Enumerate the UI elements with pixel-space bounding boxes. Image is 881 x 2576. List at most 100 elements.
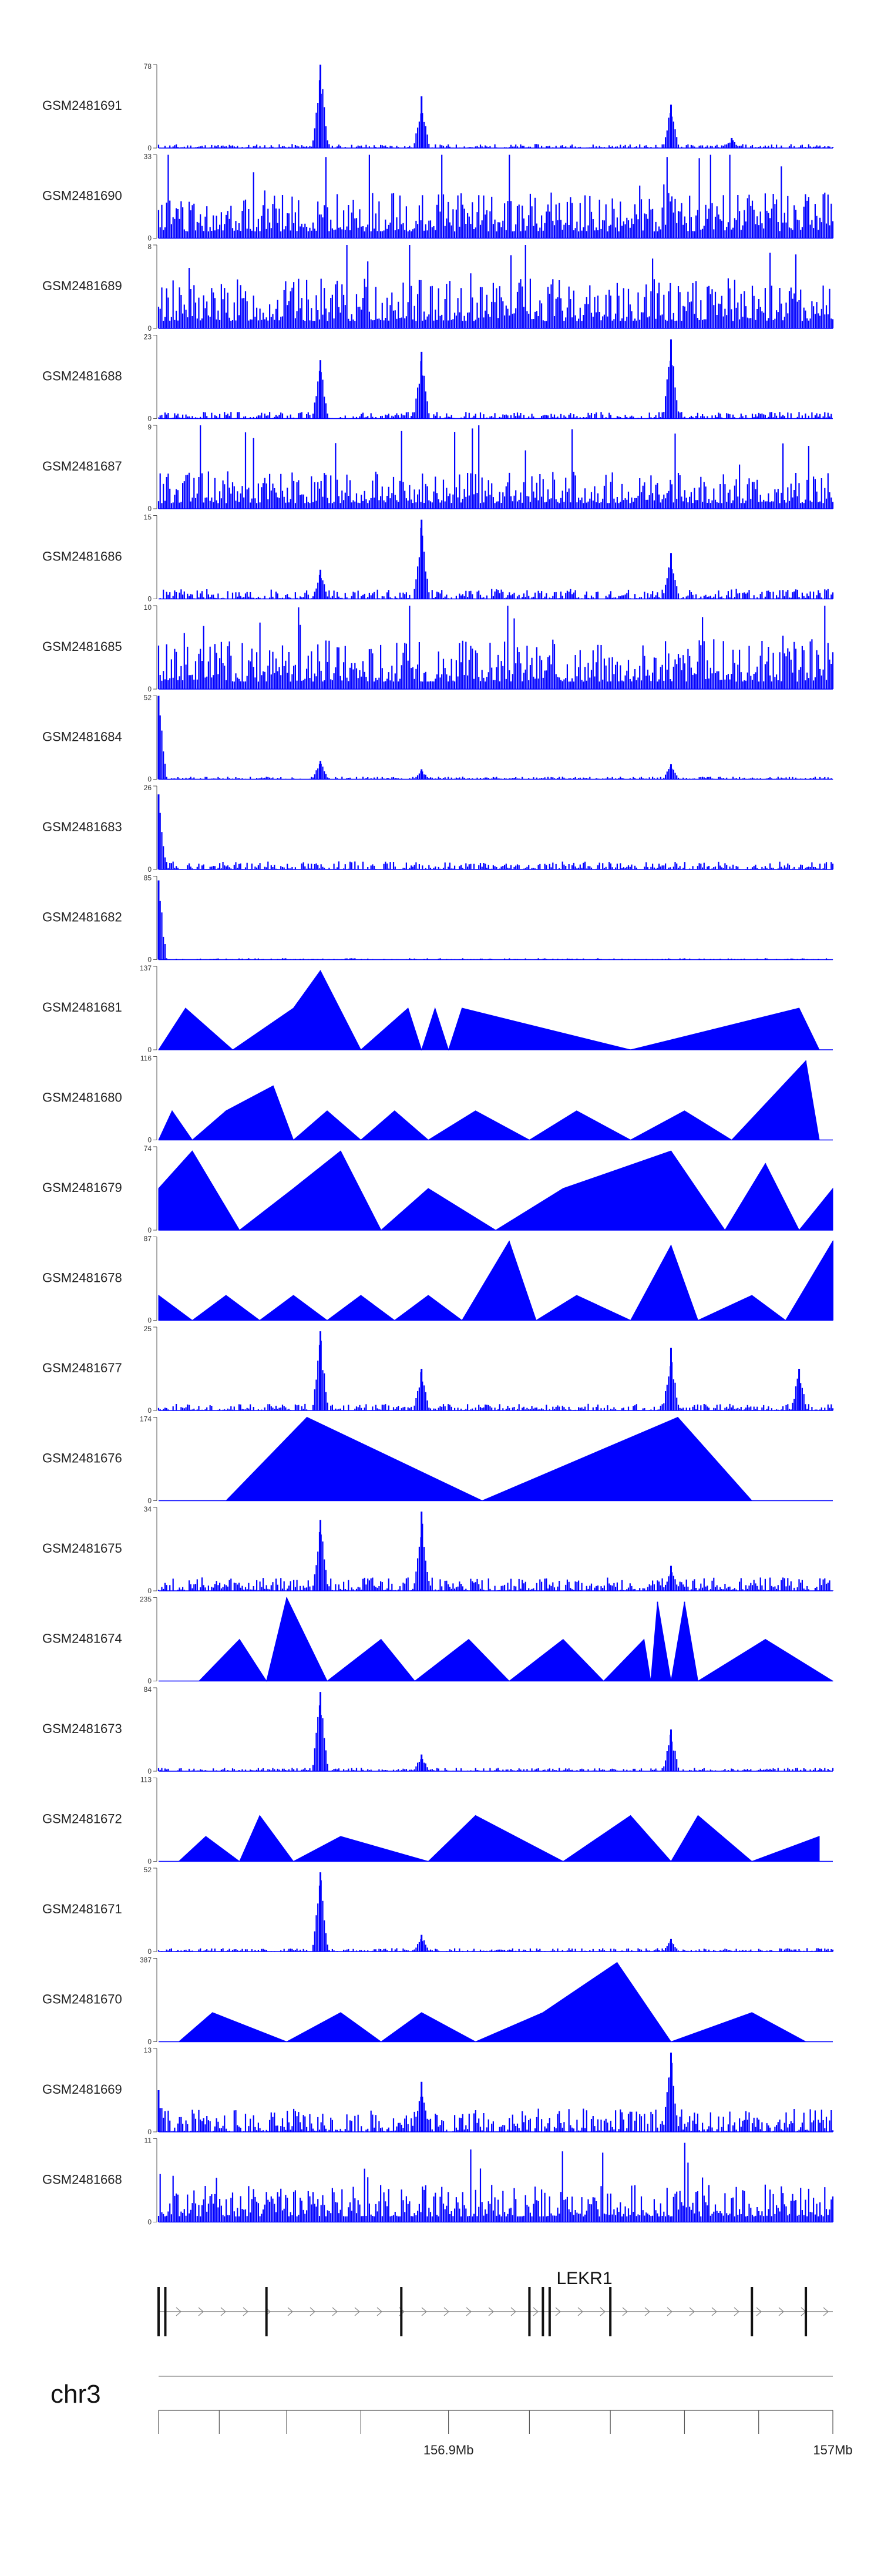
track-label: GSM2481686	[42, 549, 122, 564]
track-label: GSM2481690	[42, 189, 122, 203]
track-label: GSM2481679	[42, 1180, 122, 1195]
track-signal	[157, 893, 834, 960]
track-signal	[157, 1705, 834, 1771]
strand-arrow	[689, 2307, 695, 2316]
strand-arrow	[443, 2307, 449, 2316]
track-ymin-label: 0	[147, 505, 152, 513]
track-label: GSM2481684	[42, 730, 122, 744]
gene-exon	[164, 2287, 167, 2336]
track-ymax-label: 74	[144, 1144, 152, 1153]
strand-arrow	[198, 2307, 204, 2316]
track-signal	[157, 1341, 834, 1410]
track-ymin-label: 0	[147, 1587, 152, 1595]
track-signal	[158, 1060, 820, 1141]
axis-tick-label: 157Mb	[813, 2443, 852, 2457]
track-label: GSM2481680	[42, 1090, 122, 1105]
track-signal	[157, 2142, 834, 2222]
track-ymax-label: 25	[144, 1325, 152, 1333]
strand-arrow	[644, 2307, 650, 2316]
track-label: GSM2481682	[42, 910, 122, 925]
track-ymin-label: 0	[147, 2218, 152, 2226]
strand-arrow	[488, 2307, 494, 2316]
track-signal	[157, 361, 832, 419]
track-signal	[178, 1815, 820, 1862]
track-ymin-label: 0	[147, 956, 152, 964]
strand-arrow	[332, 2307, 338, 2316]
track-signal	[157, 1523, 834, 1591]
track-ymax-label: 87	[144, 1235, 152, 1243]
track-ymax-label: 84	[144, 1685, 152, 1694]
track-label: GSM2481678	[42, 1271, 122, 1285]
track-signal	[157, 528, 834, 599]
track-signal	[157, 802, 834, 869]
track-label: GSM2481672	[42, 1812, 122, 1826]
gene-exon	[548, 2287, 551, 2336]
strand-arrow	[466, 2307, 472, 2316]
track-label: GSM2481689	[42, 278, 122, 293]
strand-arrow	[667, 2307, 672, 2316]
track-label: GSM2481675	[42, 1541, 122, 1556]
strand-arrow	[622, 2307, 628, 2316]
track-ymax-label: 85	[144, 874, 152, 882]
track-signal	[157, 2063, 834, 2132]
strand-arrow	[220, 2307, 226, 2316]
track-ymin-label: 0	[147, 685, 152, 693]
track-ymin-label: 0	[147, 234, 152, 243]
chromosome-label: chr3	[51, 2380, 101, 2409]
strand-arrow	[555, 2307, 561, 2316]
gene-exon	[528, 2287, 531, 2336]
track-ymax-label: 34	[144, 1505, 152, 1513]
track-ymax-label: 13	[144, 2046, 152, 2054]
track-ymax-label: 52	[144, 1866, 152, 1874]
track-ymin-label: 0	[147, 1677, 152, 1685]
track-signal	[157, 606, 834, 689]
track-signal	[157, 80, 834, 148]
track-ymin-label: 0	[147, 1767, 152, 1775]
strand-arrow	[176, 2307, 181, 2316]
track-ymax-label: 8	[147, 243, 152, 251]
strand-arrow	[577, 2307, 583, 2316]
gene-label: LEKR1	[556, 2269, 612, 2288]
strand-arrow	[510, 2307, 516, 2316]
track-label: GSM2481677	[42, 1361, 122, 1375]
track-ymin-label: 0	[147, 1406, 152, 1415]
gene-exon	[542, 2287, 544, 2336]
track-label: GSM2481687	[42, 459, 122, 473]
track-label: GSM2481691	[42, 98, 122, 113]
track-label: GSM2481683	[42, 820, 122, 834]
track-signal	[157, 1880, 834, 1952]
track-ymin-label: 0	[147, 1226, 152, 1234]
track-label: GSM2481674	[42, 1631, 122, 1646]
gene-exon	[751, 2287, 754, 2336]
track-label: GSM2481688	[42, 369, 122, 384]
track-ymin-label: 0	[147, 415, 152, 423]
strand-arrow	[243, 2307, 248, 2316]
axis-tick-label: 156.9Mb	[423, 2443, 474, 2457]
track-label: GSM2481673	[42, 1721, 122, 1736]
track-ymin-label: 0	[147, 1046, 152, 1054]
track-signal	[225, 1416, 753, 1502]
track-ymin-label: 0	[147, 324, 152, 333]
track-label: GSM2481681	[42, 1000, 122, 1015]
strand-arrow	[711, 2307, 717, 2316]
strand-arrow	[287, 2307, 293, 2316]
track-label: GSM2481671	[42, 1902, 122, 1916]
track-ymax-label: 10	[144, 603, 152, 612]
gene-exon	[265, 2287, 268, 2336]
gene-exon	[400, 2287, 403, 2336]
strand-arrow	[734, 2307, 739, 2316]
strand-arrow	[756, 2307, 762, 2316]
track-label: GSM2481676	[42, 1451, 122, 1466]
track-ymin-label: 0	[147, 1947, 152, 1956]
track-ymax-label: 23	[144, 333, 152, 341]
track-signal	[158, 970, 820, 1051]
strand-arrow	[354, 2307, 360, 2316]
track-signal	[157, 245, 834, 328]
track-ymax-label: 116	[140, 1054, 152, 1063]
track-ymax-label: 78	[144, 62, 152, 70]
gene-exon	[609, 2287, 612, 2336]
track-ymin-label: 0	[147, 1497, 152, 1505]
track-ymax-label: 9	[147, 423, 152, 431]
